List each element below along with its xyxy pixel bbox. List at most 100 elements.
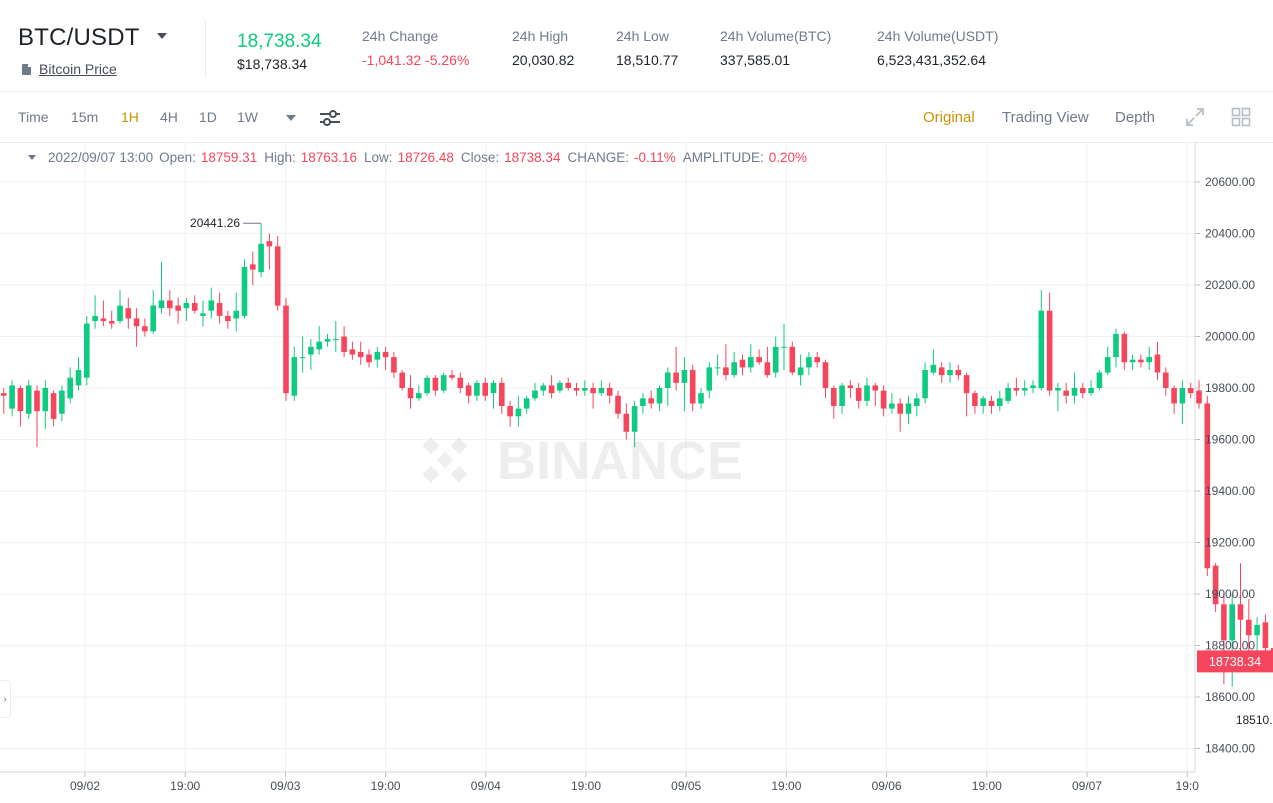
candle-body [374, 351, 381, 360]
candle-body [1121, 333, 1128, 363]
candle [880, 385, 887, 417]
candle [50, 390, 57, 427]
candle [1088, 380, 1094, 396]
candle [17, 385, 24, 427]
candle-body [84, 323, 90, 378]
candle-body [59, 390, 65, 414]
candle [1063, 382, 1069, 404]
candle-body [665, 372, 671, 388]
candle [84, 315, 90, 386]
x-tick-label: 19:00 [371, 779, 401, 793]
stat-label: 24h High [512, 28, 569, 44]
candle [922, 362, 928, 404]
pair-title[interactable]: BTC/USDT [18, 24, 140, 51]
candle-body [391, 357, 397, 373]
candle [897, 398, 903, 432]
candle [1129, 354, 1136, 370]
x-tick-label: 09/03 [270, 779, 300, 793]
candle [67, 367, 73, 404]
chart-toolbar: Time 15m 1H 4H 1D 1W Original Trading Vi… [0, 93, 1273, 143]
candle-body [648, 398, 654, 404]
candle-body [274, 246, 281, 306]
candle [723, 344, 729, 381]
candle [955, 364, 962, 381]
candle-body [938, 367, 945, 376]
candle [25, 380, 32, 419]
x-tick-label: 09/06 [872, 779, 902, 793]
candle-body [216, 303, 223, 316]
price-markers: 20441.26 18510.77 [190, 216, 1273, 727]
stat-label: 24h Change [362, 28, 439, 44]
interval-15m[interactable]: 15m [71, 109, 99, 125]
interval-4h[interactable]: 4H [160, 109, 178, 125]
interval-more-chevron-icon[interactable] [286, 115, 296, 121]
candle-body [797, 367, 804, 376]
candle [938, 362, 945, 383]
candle [988, 395, 995, 414]
candle [1071, 372, 1078, 404]
candle [167, 290, 173, 316]
candle [847, 380, 854, 399]
y-tick-label: 18400.00 [1205, 742, 1255, 756]
candle [208, 287, 215, 319]
candle-body [1187, 388, 1194, 394]
legend-value: 18759.31 [200, 150, 258, 165]
interval-1d[interactable]: 1D [199, 109, 217, 125]
candle-body [308, 346, 314, 355]
stat-24h-change: 24h Change -1,041.32 -5.26% [362, 28, 469, 68]
candle [930, 349, 937, 376]
candle-body [731, 362, 737, 376]
candle-body [947, 369, 953, 376]
candle-body [590, 388, 596, 394]
candle-body [399, 372, 405, 388]
candle-body [1221, 604, 1227, 641]
legend-value: 18726.48 [397, 150, 454, 165]
candle [1146, 346, 1152, 370]
expand-icon[interactable] [1185, 107, 1205, 127]
chart-settings-icon[interactable] [320, 109, 340, 127]
candle [1096, 369, 1103, 391]
candle-body [598, 388, 605, 394]
candle [806, 351, 812, 376]
candle [42, 380, 49, 430]
grid-layout-icon[interactable] [1231, 107, 1251, 127]
interval-time[interactable]: Time [18, 109, 49, 125]
view-trading-view[interactable]: Trading View [1002, 109, 1089, 126]
view-original[interactable]: Original [923, 109, 975, 126]
chevron-down-icon[interactable] [157, 33, 167, 39]
coin-link-label[interactable]: Bitcoin Price [39, 61, 117, 77]
price-tag-bg [1197, 650, 1273, 673]
stat-value: 337,585.01 [720, 52, 791, 68]
candle [631, 400, 638, 448]
candle [175, 297, 181, 324]
candle-body [565, 382, 571, 388]
candle-body [233, 310, 239, 319]
high-marker-label: 20441.26 [190, 216, 240, 230]
candle [748, 344, 754, 373]
candle [548, 375, 555, 399]
interval-1h[interactable]: 1H [121, 109, 139, 125]
candle [382, 346, 389, 370]
candle-body [1088, 388, 1094, 394]
candle [963, 372, 970, 417]
candle-body [905, 403, 912, 414]
y-tick-label: 19600.00 [1205, 433, 1255, 447]
candlestick-chart[interactable]: BINANCE 20441.26 18510.77 20600.00 20400.0… [0, 143, 1273, 803]
stat-24h-volume-btc: 24h Volume(BTC) 337,585.01 [720, 28, 831, 68]
stat-label: 24h Volume(BTC) [720, 28, 832, 44]
view-depth[interactable]: Depth [1115, 109, 1156, 126]
candle [997, 390, 1003, 412]
coin-info-link[interactable]: Bitcoin Price [22, 61, 117, 77]
candle [183, 297, 190, 322]
candle [59, 385, 65, 422]
candle-body [681, 369, 688, 383]
candle [283, 297, 289, 401]
chevron-down-icon[interactable] [28, 155, 36, 160]
interval-1w[interactable]: 1W [237, 109, 258, 125]
candle-body [814, 357, 820, 363]
stat-label: 24h Low [616, 28, 669, 44]
candle [416, 385, 422, 401]
candle-body [17, 388, 24, 412]
chevron-right-icon[interactable]: › [0, 680, 11, 718]
candle [9, 380, 15, 417]
